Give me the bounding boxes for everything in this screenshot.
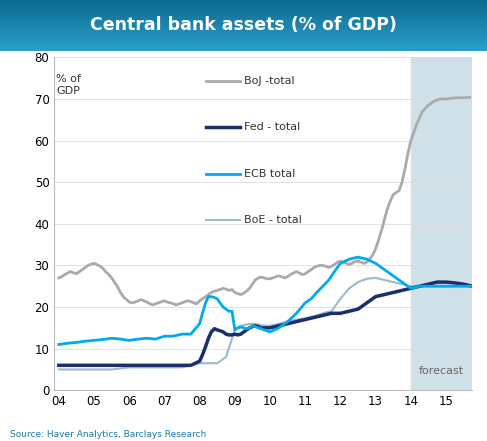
Text: % of
GDP: % of GDP [56, 74, 81, 96]
Text: Central bank assets (% of GDP): Central bank assets (% of GDP) [90, 16, 397, 34]
Text: BoJ -total: BoJ -total [244, 76, 295, 86]
Text: forecast: forecast [419, 366, 464, 376]
Bar [411, 57, 472, 390]
Text: Source: Haver Analytics, Barclays Research: Source: Haver Analytics, Barclays Resear… [10, 430, 206, 439]
Text: Fed - total: Fed - total [244, 122, 300, 132]
Text: ECB total: ECB total [244, 169, 296, 179]
Text: BoE - total: BoE - total [244, 216, 302, 225]
